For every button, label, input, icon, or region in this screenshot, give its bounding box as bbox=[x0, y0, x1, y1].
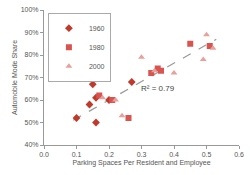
svg-text:R² = 0.79: R² = 0.79 bbox=[141, 84, 175, 93]
svg-text:0.5: 0.5 bbox=[202, 151, 212, 158]
svg-text:0.1: 0.1 bbox=[72, 151, 82, 158]
svg-text:0.4: 0.4 bbox=[169, 151, 179, 158]
svg-text:0.0: 0.0 bbox=[39, 151, 49, 158]
svg-text:Automobile Mode Share: Automobile Mode Share bbox=[11, 40, 18, 115]
svg-text:1960: 1960 bbox=[89, 25, 105, 32]
svg-text:80%: 80% bbox=[25, 51, 39, 58]
svg-text:70%: 70% bbox=[25, 74, 39, 81]
svg-text:1980: 1980 bbox=[89, 44, 105, 51]
svg-text:40%: 40% bbox=[25, 141, 39, 148]
svg-text:50%: 50% bbox=[25, 119, 39, 126]
svg-text:90%: 90% bbox=[25, 29, 39, 36]
svg-text:2000: 2000 bbox=[89, 63, 105, 70]
svg-text:100%: 100% bbox=[21, 6, 39, 13]
svg-text:Parking Spaces Per Resident an: Parking Spaces Per Resident and Employee bbox=[72, 159, 210, 167]
svg-text:0.3: 0.3 bbox=[137, 151, 147, 158]
svg-text:60%: 60% bbox=[25, 96, 39, 103]
svg-text:0.2: 0.2 bbox=[104, 151, 114, 158]
svg-text:0.6: 0.6 bbox=[234, 151, 244, 158]
